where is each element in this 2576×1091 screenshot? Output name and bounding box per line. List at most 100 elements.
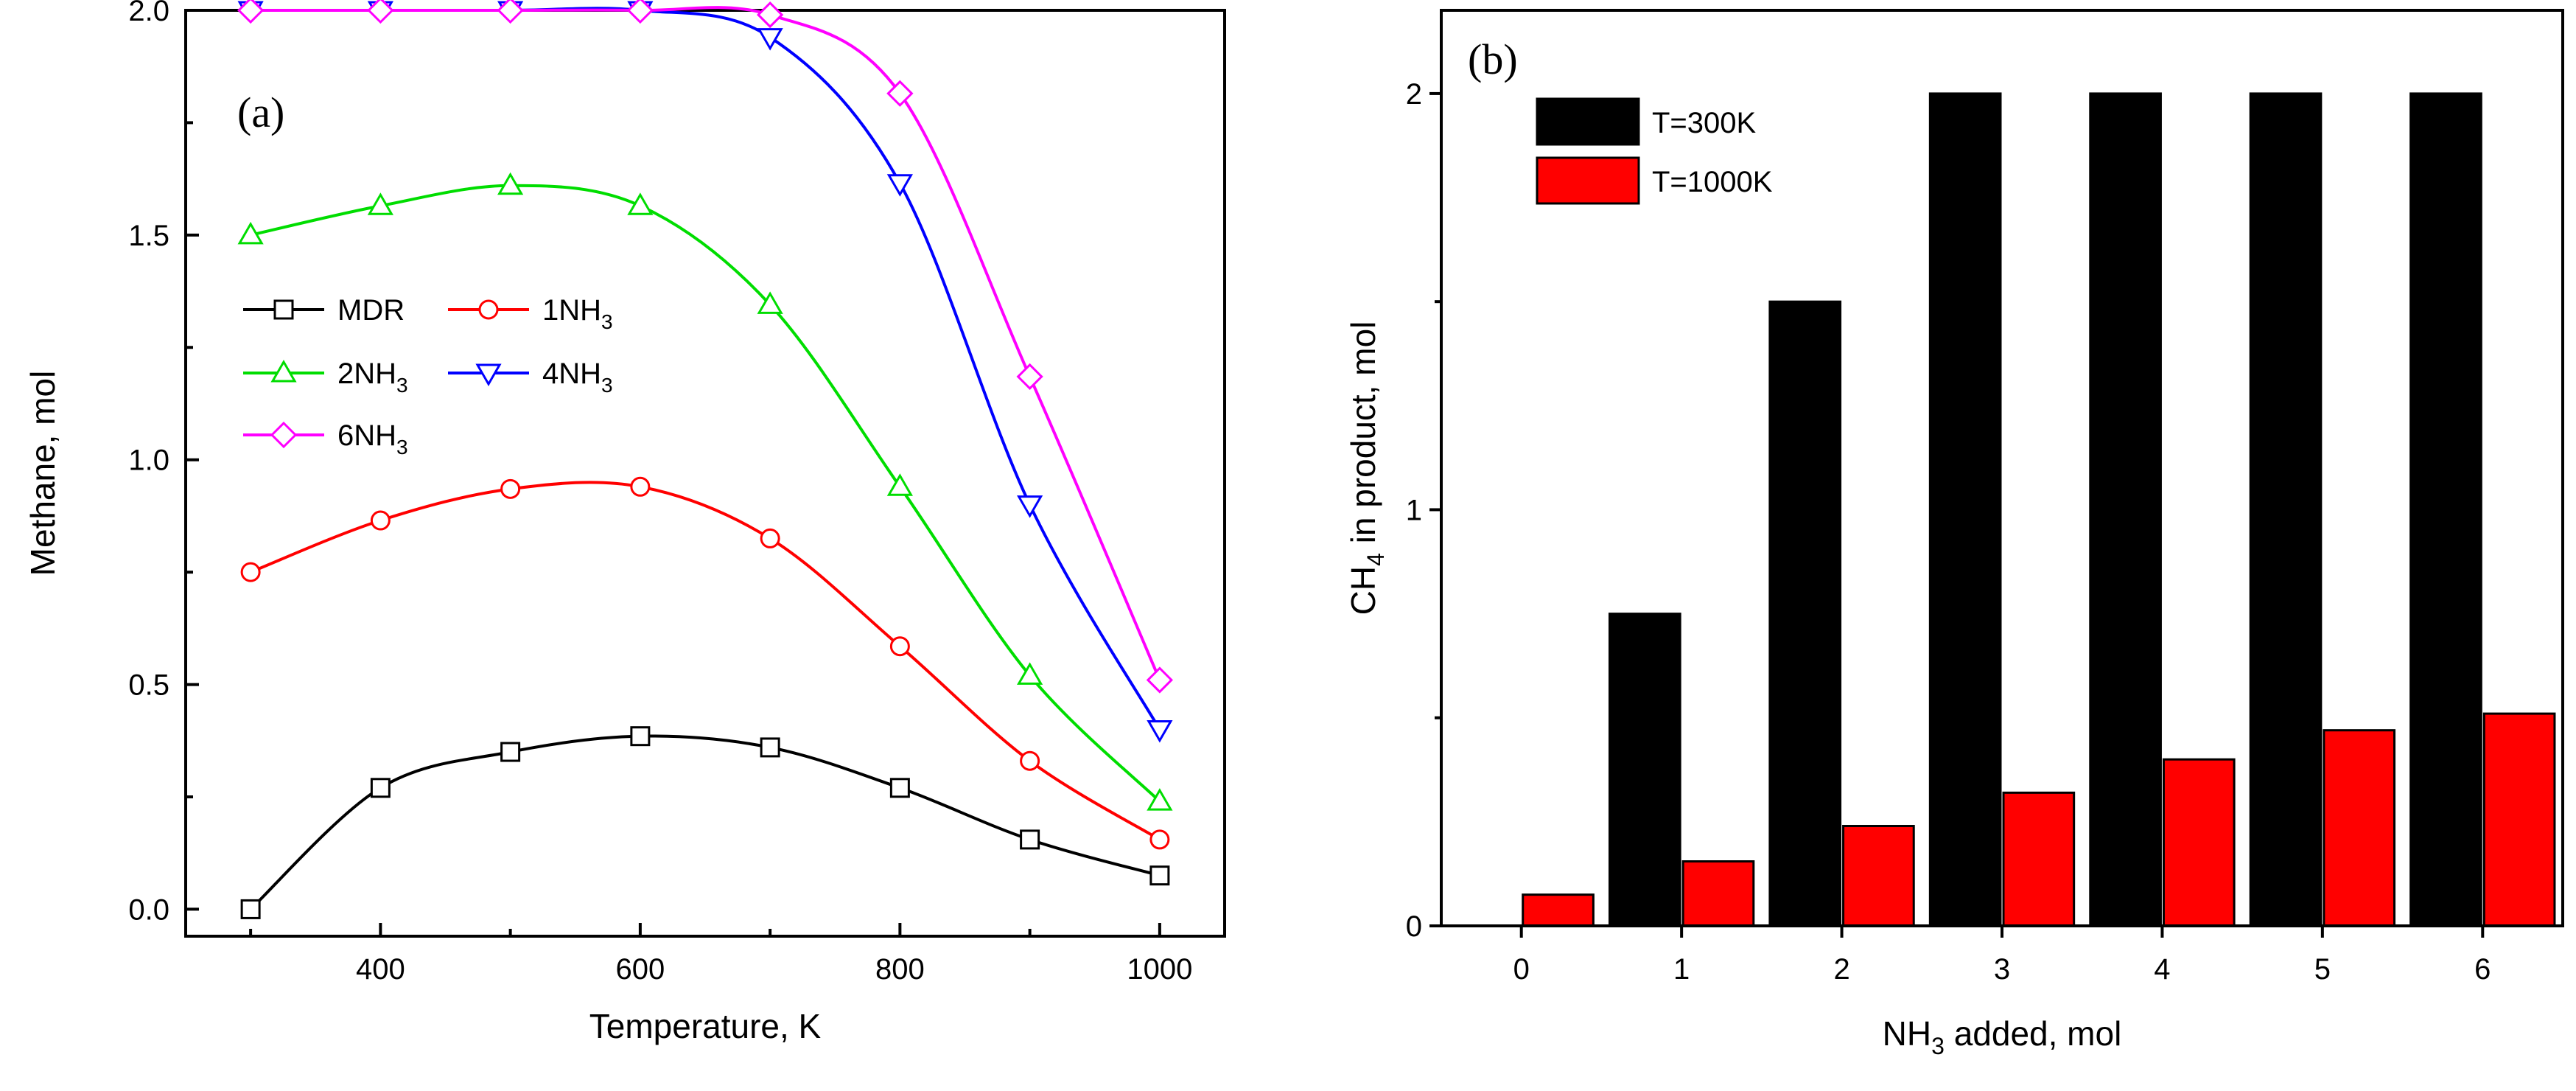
series-line-6nh3 [251,6,1161,681]
legend-item-2nh3: 2NH3 [243,358,408,397]
panel-a-y-tick-label: 0.0 [128,893,169,926]
panel-b-x-axis: 0 1 2 3 4 5 6 [1513,926,2491,986]
bar-t1000k-3 [2002,791,2076,927]
data-point-1nh3-800 [889,636,910,657]
data-point-1nh3-1000 [1149,829,1170,850]
legend-label-main: MDR [337,294,405,327]
data-point-4nh3-900 [1017,495,1043,518]
panel-a-y-axis-label: Methane, mol [24,371,62,576]
panel-b-x-tick-label: 4 [2154,953,2170,986]
panel-b-bars [1522,92,2556,927]
panel-b-label: (b) [1468,35,1518,83]
panel-a-x-axis: 400 600 800 1000 [249,923,1192,986]
legend-label-sub: 3 [396,436,408,459]
panel-a-y-tick-label: 1.5 [128,220,169,252]
legend-label-main: 1NH [542,294,601,327]
data-point-6nh3-900 [1016,363,1043,391]
bar-t300k-5 [2249,92,2323,927]
panel-b-legend: T=300K T=1000K [1536,97,1773,205]
panel-a-x-axis-label: Temperature, K [589,1007,822,1045]
data-point-6nh3-500 [497,0,524,24]
legend-label: 2NH3 [337,358,408,397]
data-point-2nh3-800 [886,473,913,496]
panel-b-y-tick-label: 2 [1406,78,1422,111]
legend-item-t300k: T=300K [1536,97,1757,146]
panel-b-y-label-rest: in product, mol [1344,321,1382,553]
legend-swatch [1536,97,1640,146]
series-6nh3 [237,0,1173,694]
data-point-2nh3-500 [497,172,524,195]
data-point-6nh3-300 [237,0,265,24]
data-point-mdr-1000 [1149,865,1170,886]
legend-label-sub: 3 [601,310,613,333]
data-point-1nh3-500 [500,478,521,499]
data-point-4nh3-1000 [1147,720,1173,743]
bar-t300k-4 [2089,92,2162,927]
panel-b-x-tick-label: 2 [1833,953,1849,986]
data-point-6nh3-700 [757,1,784,29]
panel-a-x-tick-label: 800 [875,953,925,986]
bar-t1000k-0 [1522,893,1595,927]
legend-label: 4NH3 [542,358,613,397]
legend-item-mdr: MDR [243,294,405,327]
panel-b-x-tick-label: 1 [1673,953,1690,986]
panel-b-x-label-rest: added, mol [1945,1014,2121,1053]
series-line-1nh3 [250,481,1161,841]
panel-a-x-tick-label: 1000 [1127,953,1192,986]
bar-t1000k-5 [2323,729,2396,927]
legend-swatch [1536,156,1640,205]
data-point-mdr-300 [240,899,261,919]
data-point-1nh3-700 [760,528,780,548]
panel-a-x-tick-label: 400 [356,953,405,986]
data-point-2nh3-300 [237,221,264,245]
panel-b-x-label-sub: 3 [1931,1033,1945,1059]
legend-label-sub: 3 [396,374,408,397]
legend-marker [478,299,499,320]
legend-item-1nh3: 1NH3 [448,294,613,333]
panel-a-series [237,0,1173,919]
legend-item-6nh3: 6NH3 [243,419,408,459]
legend-label-main: 6NH [337,419,396,452]
data-point-mdr-500 [500,742,521,762]
panel-b-x-tick-label: 6 [2474,953,2491,986]
series-1nh3 [240,476,1170,850]
data-point-6nh3-1000 [1146,666,1173,694]
data-point-2nh3-700 [757,291,783,314]
legend-label-main: 4NH [542,358,601,390]
panel-b-y-label-main: CH [1344,566,1382,615]
data-point-1nh3-400 [370,510,391,531]
data-point-mdr-800 [889,778,910,798]
panel-a-line-chart: (a) 400 600 800 1000 0.0 0.5 1.0 1.5 2.0 MDR 1NH… [24,0,1226,1045]
panel-b-y-axis: 0 1 2 [1406,78,1441,943]
data-point-mdr-600 [630,726,651,747]
data-point-6nh3-600 [626,0,654,24]
legend-label: 1NH3 [542,294,613,333]
legend-label-main: 2NH [337,358,396,390]
data-point-mdr-400 [370,778,391,798]
bar-t1000k-2 [1842,825,1915,927]
data-point-2nh3-1000 [1147,788,1173,811]
data-point-2nh3-900 [1017,662,1043,685]
data-point-4nh3-800 [886,174,913,197]
panel-a-y-axis: 0.0 0.5 1.0 1.5 2.0 [128,0,199,926]
data-point-6nh3-800 [886,80,914,107]
panel-b-x-axis-label: NH3 added, mol [1883,1014,2122,1059]
legend-label-sub: 3 [601,374,613,397]
bar-t300k-2 [1768,300,1842,927]
data-point-1nh3-900 [1020,750,1040,771]
panel-a-y-tick-label: 2.0 [128,0,169,27]
bar-t1000k-1 [1681,860,1755,927]
series-mdr [240,726,1170,919]
series-line-2nh3 [250,184,1161,803]
bar-t300k-3 [1928,92,2002,927]
panel-a-y-tick-label: 0.5 [128,669,169,702]
panel-b-y-label-sub: 4 [1362,553,1389,566]
data-point-4nh3-700 [757,28,783,51]
legend-marker [270,359,297,383]
series-2nh3 [237,172,1173,811]
data-point-2nh3-600 [627,192,654,215]
legend-item-4nh3: 4NH3 [448,358,613,397]
